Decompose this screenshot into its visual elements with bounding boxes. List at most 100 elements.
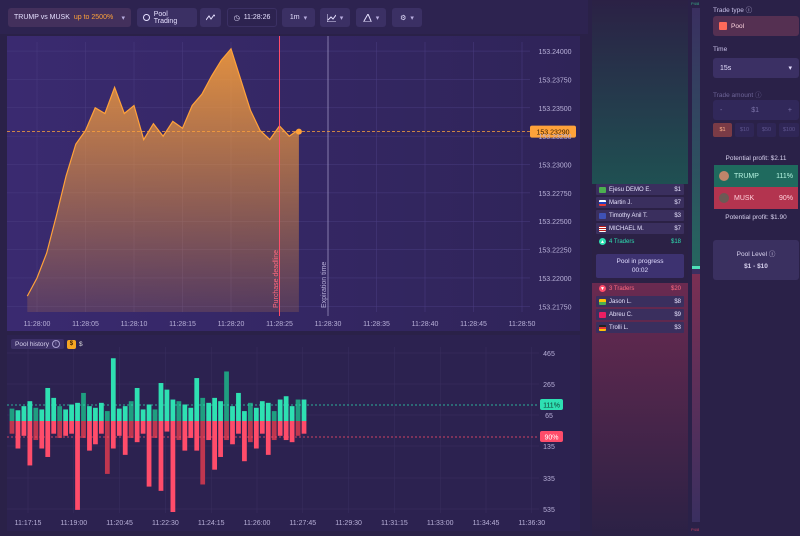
chevron-down-icon: ▾ <box>375 14 380 22</box>
time-tick-label: 11:28:25 <box>266 321 293 328</box>
musk-bar <box>146 421 152 487</box>
trump-bar <box>170 399 176 421</box>
trader-amount: $3 <box>674 324 681 331</box>
trump-balance-marker <box>692 266 700 269</box>
settings-button[interactable]: ⚙ ▾ <box>392 8 422 27</box>
price-chart-svg: Purchase deadline Expiration time 153.23… <box>7 36 580 331</box>
trump-bar <box>236 392 241 421</box>
price-tick-label: 153.23000 <box>538 163 571 170</box>
musk-bar <box>176 421 182 441</box>
clock-icon: ◷ <box>233 14 240 22</box>
musk-bar <box>253 421 259 449</box>
trump-bar <box>206 402 212 421</box>
trump-gradient <box>592 0 688 184</box>
time-tick-label: 11:28:40 <box>412 321 439 328</box>
timeframe-selector[interactable]: 1m ▾ <box>282 8 315 27</box>
minus-button[interactable]: - <box>720 106 723 114</box>
trade-type-selector[interactable]: Pool <box>713 16 799 36</box>
trump-balance-fill <box>692 8 700 266</box>
chevron-down-icon: ▾ <box>410 14 414 22</box>
history-x-label: 11:19:00 <box>60 520 87 527</box>
history-x-label: 11:26:00 <box>244 520 271 527</box>
price-tick-label: 153.22750 <box>538 191 571 198</box>
trump-bar <box>146 404 152 421</box>
trader-name: Ejesu DEMO E. <box>609 186 652 193</box>
pool-history-tab[interactable]: Pool history i <box>11 339 64 349</box>
musk-bar <box>182 421 188 451</box>
musk-bar <box>248 421 253 443</box>
time-selector[interactable]: 15s ▾ <box>713 58 799 78</box>
quick-amount-50[interactable]: $50 <box>757 123 776 137</box>
musk-traders-count: 3 Traders <box>609 285 635 292</box>
pool-level-value: $1 - $10 <box>744 263 768 270</box>
asset-name: TRUMP vs MUSK <box>14 14 70 21</box>
trade-amount-field[interactable]: - $1 + <box>713 100 799 120</box>
quick-amount-100[interactable]: $100 <box>779 123 799 137</box>
musk-bar <box>27 421 33 466</box>
trump-button[interactable]: TRUMP 111% <box>714 165 798 187</box>
pool-progress-box: Pool in progress 00:02 <box>596 254 684 278</box>
musk-button[interactable]: MUSK 90% <box>714 187 798 209</box>
scale-bottom-label: P4/8 <box>691 527 700 532</box>
current-price-dot <box>295 128 302 135</box>
trump-bar <box>110 358 116 421</box>
pool-trading-button[interactable]: Pool Trading <box>137 8 197 27</box>
quick-amount-10[interactable]: $10 <box>735 123 754 137</box>
musk-bar <box>289 421 295 443</box>
musk-bar <box>39 421 45 449</box>
trader-name: Abreu C. <box>609 311 633 318</box>
trump-bar <box>51 397 57 421</box>
musk-bar <box>152 421 158 438</box>
history-x-label: 11:29:30 <box>335 520 362 527</box>
flag-icon <box>599 311 606 318</box>
trump-bar <box>81 392 86 421</box>
info-icon[interactable]: i <box>51 340 60 348</box>
time-label: Time <box>713 46 728 53</box>
svg-text:153.23290: 153.23290 <box>536 130 569 137</box>
musk-bar <box>21 421 27 436</box>
wave-icon <box>206 13 215 20</box>
musk-bar <box>75 421 80 510</box>
price-chart[interactable]: Purchase deadline Expiration time 153.23… <box>7 36 580 331</box>
trader-amount: $7 <box>674 199 681 206</box>
trump-bar <box>45 387 51 421</box>
trader-name: Jason L. <box>609 298 632 305</box>
time-tick-label: 11:28:50 <box>509 321 536 328</box>
trump-bar <box>140 409 146 421</box>
down-arrow-icon: ▼ <box>599 285 606 292</box>
chart-type-button[interactable] <box>200 8 221 27</box>
asset-selector[interactable]: TRUMP vs MUSK up to 2500% ▾ <box>8 8 131 27</box>
top-toolbar: TRUMP vs MUSK up to 2500% ▾ Pool Trading… <box>0 0 588 34</box>
trade-amount-value[interactable]: $1 <box>751 106 760 114</box>
quick-amount-1[interactable]: $1 <box>713 123 732 137</box>
musk-bar <box>218 421 223 457</box>
musk-bar <box>15 421 21 449</box>
pool-trading-label: Pool Trading <box>153 10 178 25</box>
trump-bar <box>176 401 182 421</box>
musk-bar <box>230 421 235 445</box>
musk-bar <box>242 421 247 462</box>
trump-avatar <box>719 171 729 181</box>
trader-row: MICHAEL M. $7 <box>596 223 684 234</box>
musk-bar <box>45 421 51 457</box>
chevron-down-icon: ▾ <box>121 14 125 22</box>
traders-column: Ejesu DEMO E. $1 Martin J. $7 Timothy An… <box>592 0 688 536</box>
drawing-tools-button[interactable]: ▾ <box>356 8 386 27</box>
musk-bar <box>140 421 146 434</box>
coin-icon[interactable]: $ <box>66 339 76 349</box>
info-icon[interactable]: ⓘ <box>745 7 753 14</box>
trump-label: TRUMP <box>734 172 759 180</box>
trump-bar <box>182 404 188 421</box>
time-tick-label: 11:28:10 <box>121 321 148 328</box>
trump-bar <box>57 406 63 421</box>
trump-traders-total: $18 <box>670 238 681 245</box>
trump-traders-summary: ▲ 4 Traders $18 <box>596 236 684 247</box>
musk-bar <box>104 421 110 474</box>
plus-button[interactable]: + <box>787 106 792 114</box>
trump-bar <box>134 387 140 421</box>
indicators-button[interactable]: ▾ <box>320 8 350 27</box>
flag-icon <box>599 225 606 232</box>
musk-bar <box>295 421 301 436</box>
info-icon[interactable]: ⓘ <box>768 251 776 258</box>
info-icon[interactable]: ⓘ <box>755 92 762 99</box>
